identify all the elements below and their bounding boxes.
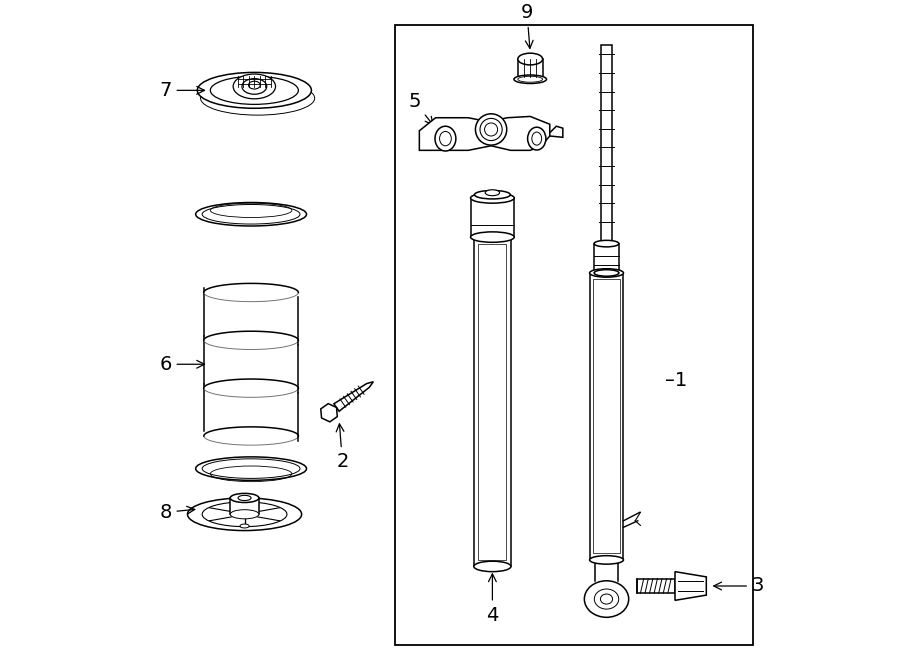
Ellipse shape xyxy=(514,75,546,83)
Ellipse shape xyxy=(590,269,624,277)
Ellipse shape xyxy=(197,73,311,108)
Bar xyxy=(518,59,543,77)
Bar xyxy=(473,231,511,566)
Text: 8: 8 xyxy=(159,503,194,522)
Bar xyxy=(471,198,514,237)
Ellipse shape xyxy=(435,126,456,151)
Bar xyxy=(590,273,624,560)
Ellipse shape xyxy=(195,457,307,481)
Ellipse shape xyxy=(594,270,619,276)
Ellipse shape xyxy=(242,79,266,95)
Ellipse shape xyxy=(187,498,302,531)
Ellipse shape xyxy=(475,114,507,145)
Ellipse shape xyxy=(485,190,500,196)
Ellipse shape xyxy=(201,81,315,115)
Ellipse shape xyxy=(594,241,619,247)
Polygon shape xyxy=(675,572,706,600)
Bar xyxy=(479,244,507,560)
Text: 7: 7 xyxy=(159,81,204,100)
Ellipse shape xyxy=(584,581,629,617)
Text: 5: 5 xyxy=(409,92,433,125)
Ellipse shape xyxy=(248,81,260,89)
Text: 2: 2 xyxy=(337,424,348,471)
Text: 6: 6 xyxy=(159,355,204,373)
Ellipse shape xyxy=(518,53,543,65)
Ellipse shape xyxy=(471,193,514,203)
Ellipse shape xyxy=(473,561,511,572)
Ellipse shape xyxy=(203,379,299,397)
Ellipse shape xyxy=(240,524,249,528)
Ellipse shape xyxy=(471,232,514,243)
Ellipse shape xyxy=(203,331,299,350)
Ellipse shape xyxy=(230,510,259,519)
Ellipse shape xyxy=(527,127,546,150)
Bar xyxy=(637,579,675,593)
Bar xyxy=(594,244,619,273)
Bar xyxy=(593,280,619,553)
Bar xyxy=(230,498,259,514)
Ellipse shape xyxy=(233,74,275,99)
Polygon shape xyxy=(334,381,373,411)
Text: 3: 3 xyxy=(714,576,764,596)
Ellipse shape xyxy=(203,427,299,445)
Ellipse shape xyxy=(474,190,510,199)
Polygon shape xyxy=(550,126,562,137)
Bar xyxy=(601,45,612,244)
Ellipse shape xyxy=(590,556,624,564)
Ellipse shape xyxy=(195,202,307,226)
Ellipse shape xyxy=(203,284,299,301)
Polygon shape xyxy=(320,404,338,422)
Text: 4: 4 xyxy=(486,574,499,625)
Polygon shape xyxy=(419,116,550,150)
Text: –1: –1 xyxy=(665,371,688,390)
Text: 9: 9 xyxy=(521,3,533,48)
Ellipse shape xyxy=(230,493,259,502)
Bar xyxy=(394,25,753,644)
Ellipse shape xyxy=(211,76,299,104)
Ellipse shape xyxy=(480,118,502,141)
